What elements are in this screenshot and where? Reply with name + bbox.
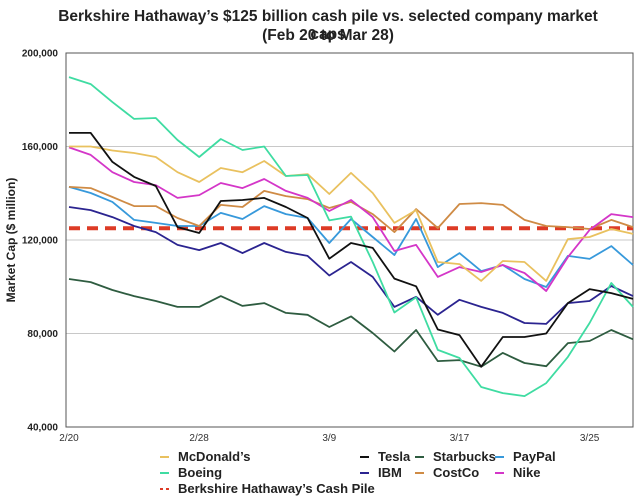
series-lines <box>68 76 634 398</box>
legend-label: Nike <box>513 465 540 480</box>
legend-item-ibm: IBM <box>360 465 402 480</box>
y-tick-label: 120,000 <box>22 236 59 247</box>
chart-subtitle: (Feb 20 to Mar 28) <box>262 27 394 44</box>
legend-label: Boeing <box>178 465 222 480</box>
legend-label: CostCo <box>433 465 479 480</box>
gridlines <box>66 146 633 334</box>
y-tick-label: 80,000 <box>27 329 58 340</box>
series-line-boeing <box>68 76 634 398</box>
legend-item-paypal: PayPal <box>495 449 556 464</box>
legend: McDonald’s Tesla Starbucks PayPal Boeing IBM C… <box>160 449 556 496</box>
x-tick-label: 2/20 <box>59 433 79 444</box>
legend-label: McDonald’s <box>178 449 250 464</box>
legend-label: Berkshire Hathaway’s Cash Pile <box>178 481 375 496</box>
legend-item-berkshire-hathaway-s-cash-pile: Berkshire Hathaway’s Cash Pile <box>160 481 375 496</box>
x-tick-label: 3/9 <box>322 433 336 444</box>
legend-item-starbucks: Starbucks <box>415 449 496 464</box>
legend-label: Starbucks <box>433 449 496 464</box>
x-tick-label: 2/28 <box>189 433 209 444</box>
series-line-costco <box>68 186 634 234</box>
plot-area <box>65 52 634 428</box>
x-axis: 2/20 2/28 3/9 3/17 3/25 <box>59 433 600 444</box>
legend-item-nike: Nike <box>495 465 540 480</box>
series-line-ibm <box>68 206 634 325</box>
y-axis: 40,000 80,000 120,000 160,000 200,000 <box>22 49 59 434</box>
series-line-tesla <box>69 131 634 368</box>
x-tick-label: 3/25 <box>580 433 600 444</box>
legend-item-tesla: Tesla <box>360 449 411 464</box>
series-line-nike <box>68 146 634 292</box>
y-tick-label: 40,000 <box>27 423 58 434</box>
chart-title: Berkshire Hathaway’s $125 billion cash p… <box>58 8 598 43</box>
legend-label: Tesla <box>378 449 411 464</box>
legend-item-costco: CostCo <box>415 465 479 480</box>
series-line-mcdonald-s <box>69 145 634 282</box>
legend-label: IBM <box>378 465 402 480</box>
legend-item-mcdonald-s: McDonald’s <box>160 449 250 464</box>
legend-label: PayPal <box>513 449 556 464</box>
y-axis-label: Market Cap ($ million) <box>4 178 18 303</box>
y-tick-label: 160,000 <box>22 142 59 153</box>
x-tick-label: 3/17 <box>450 433 470 444</box>
series-line-starbucks <box>68 278 634 368</box>
y-tick-label: 200,000 <box>22 49 59 60</box>
legend-item-boeing: Boeing <box>160 465 222 480</box>
